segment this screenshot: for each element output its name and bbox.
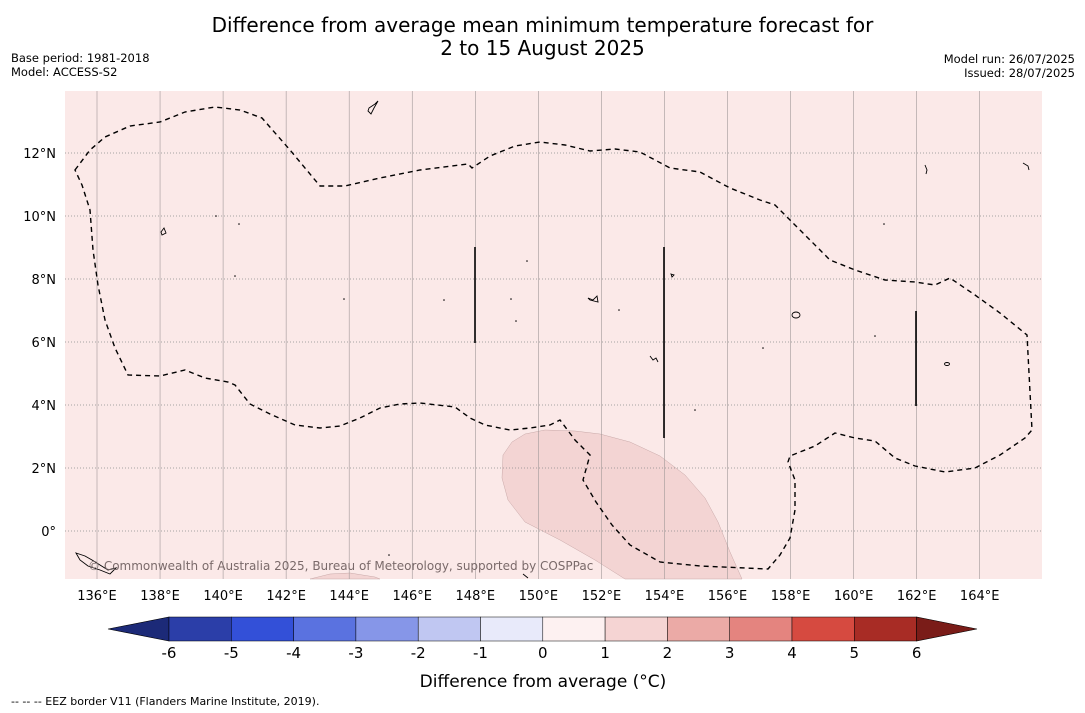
- island: [367, 100, 379, 115]
- latitude-gridlines: [65, 152, 1042, 532]
- longitude-labels: 136°E 138°E 140°E 142°E 144°E 146°E 148°E 150°E…: [77, 589, 999, 604]
- colorbar-segment: [667, 616, 730, 642]
- colorbar-tick-label: 3: [725, 644, 735, 662]
- colorbar-title: Difference from average (°C): [420, 672, 667, 692]
- latitude-tick-label: 10°N: [23, 210, 56, 225]
- longitude-tick-label: 154°E: [645, 589, 685, 604]
- colorbar-tick-label: -3: [348, 644, 363, 662]
- colorbar: [107, 616, 978, 642]
- latitude-tick-label: 4°N: [32, 399, 57, 414]
- latitude-tick-label: 2°N: [32, 462, 57, 477]
- colorbar-tick-label: 0: [538, 644, 548, 662]
- colorbar-segment: [417, 616, 481, 642]
- latitude-tick-label: 6°N: [32, 336, 57, 351]
- island: [75, 552, 118, 575]
- colorbar-tick-label: 1: [600, 644, 610, 662]
- colorbar-segment: [168, 616, 232, 642]
- colorbar-tick-label: -1: [473, 644, 488, 662]
- colorbar-segment: [854, 616, 917, 642]
- longitude-tick-label: 146°E: [392, 589, 432, 604]
- longitude-tick-label: 138°E: [140, 589, 180, 604]
- issued-date: Issued: 28/07/2025: [964, 66, 1075, 80]
- anomaly-patch: [501, 429, 743, 580]
- anomaly-patch-lower: [309, 572, 381, 580]
- meta-left: Base period: 1981-2018 Model: ACCESS-S2: [11, 51, 150, 79]
- colorbar-tick-label: 6: [912, 644, 922, 662]
- latitude-tick-label: 8°N: [32, 273, 57, 288]
- colorbar-tick-label: 5: [850, 644, 860, 662]
- model-run: Model run: 26/07/2025: [943, 52, 1075, 66]
- island: [522, 573, 529, 579]
- colorbar-tick-label: -2: [411, 644, 426, 662]
- longitude-tick-label: 150°E: [519, 589, 559, 604]
- colorbar-tick-labels: -6 -5 -4 -3 -2 -1 0 1 2 3 4 5 6: [162, 644, 922, 662]
- title-line-2: 2 to 15 August 2025: [440, 36, 645, 60]
- copyright-notice: © Commonwealth of Australia 2025, Bureau…: [88, 559, 593, 573]
- island: [924, 164, 928, 175]
- colorbar-tick-label: -5: [224, 644, 239, 662]
- colorbar-segment: [729, 616, 793, 642]
- longitude-tick-label: 148°E: [456, 589, 496, 604]
- longitude-tick-label: 156°E: [708, 589, 748, 604]
- longitude-tick-label: 140°E: [203, 589, 243, 604]
- small-atolls: [215, 215, 885, 556]
- colorbar-under-arrow: [107, 616, 170, 642]
- colorbar-segment: [355, 616, 419, 642]
- island: [587, 295, 599, 303]
- latitude-labels: 12°N 10°N 8°N 6°N 4°N 2°N 0°: [23, 147, 56, 540]
- footnote: -- -- -- EEZ border V11 (Flanders Marine…: [11, 695, 320, 708]
- colorbar-tick-label: -4: [286, 644, 301, 662]
- colorbar-segment: [791, 616, 855, 642]
- islands: [75, 100, 1030, 579]
- longitude-tick-label: 152°E: [582, 589, 622, 604]
- colorbar-over-arrow: [916, 616, 978, 642]
- colorbar-segment: [542, 616, 606, 642]
- longitude-tick-label: 162°E: [897, 589, 937, 604]
- longitude-tick-label: 164°E: [960, 589, 1000, 604]
- latitude-tick-label: 12°N: [23, 147, 56, 162]
- island: [1022, 162, 1030, 171]
- longitude-tick-label: 136°E: [77, 589, 117, 604]
- island: [944, 362, 950, 366]
- latitude-tick-label: 0°: [41, 525, 56, 540]
- colorbar-segment: [480, 616, 544, 642]
- longitude-tick-label: 158°E: [771, 589, 811, 604]
- longitude-tick-label: 144°E: [329, 589, 369, 604]
- colorbar-tick-label: 2: [663, 644, 673, 662]
- meta-right: Model run: 26/07/2025 Issued: 28/07/2025: [944, 52, 1075, 80]
- longitude-tick-label: 142°E: [266, 589, 306, 604]
- colorbar-tick-label: -6: [162, 644, 177, 662]
- island: [649, 355, 659, 363]
- longitude-tick-label: 160°E: [834, 589, 874, 604]
- colorbar-segment: [231, 616, 294, 642]
- colorbar-segment: [293, 616, 357, 642]
- eez-border: [74, 106, 1033, 570]
- island: [160, 227, 167, 236]
- island: [670, 273, 675, 278]
- title-line-1: Difference from average mean minimum tem…: [211, 13, 874, 37]
- island: [791, 311, 801, 319]
- map-title: Difference from average mean minimum tem…: [0, 14, 1085, 60]
- colorbar-segment: [604, 616, 668, 642]
- base-period: Base period: 1981-2018: [11, 51, 150, 65]
- colorbar-tick-label: 4: [787, 644, 797, 662]
- model-name: Model: ACCESS-S2: [11, 65, 118, 79]
